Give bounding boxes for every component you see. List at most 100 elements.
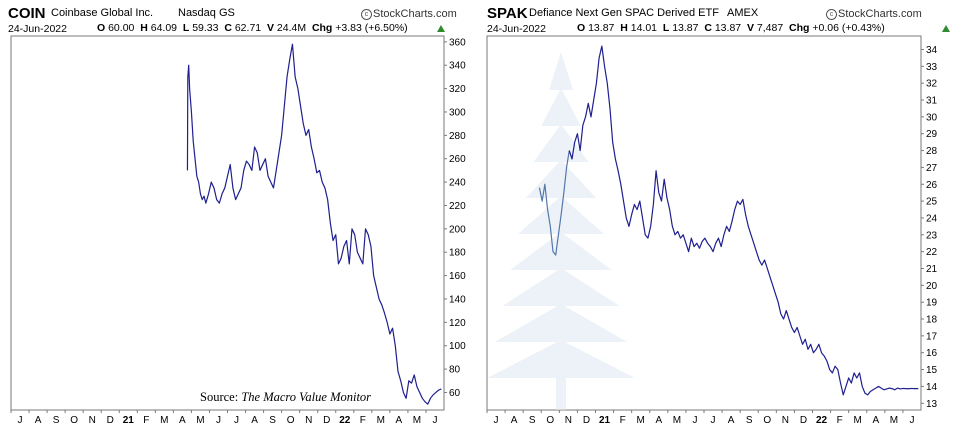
- y-tick-label: 15: [926, 365, 938, 376]
- y-tick-label: 26: [926, 180, 938, 191]
- change-value: +0.06 (+0.43%): [812, 22, 885, 34]
- open-value: 13.87: [588, 22, 615, 34]
- y-tick-label: 34: [926, 45, 938, 56]
- low-value: 59.33: [192, 22, 219, 34]
- tree-watermark: [487, 52, 635, 410]
- y-tick-label: 320: [449, 84, 466, 95]
- chart-security-name: Coinbase Global Inc.: [51, 7, 154, 19]
- y-tick-label: 280: [449, 131, 466, 142]
- x-tick-label: A: [179, 415, 186, 426]
- y-tick-label: 21: [926, 264, 938, 275]
- y-tick-label: 28: [926, 146, 938, 157]
- x-tick-label: M: [673, 415, 681, 426]
- x-tick-label: M: [160, 415, 168, 426]
- x-tick-label: O: [287, 415, 295, 426]
- y-tick-label: 140: [449, 294, 466, 305]
- x-tick-label: D: [107, 415, 114, 426]
- x-tick-label: N: [565, 415, 572, 426]
- x-tick-label: N: [305, 415, 312, 426]
- y-tick-label: 13: [926, 399, 938, 410]
- x-tick-label: M: [196, 415, 204, 426]
- x-tick-label: F: [837, 415, 843, 426]
- y-tick-label: 80: [449, 365, 461, 376]
- x-tick-label: J: [234, 415, 239, 426]
- y-tick-label: 360: [449, 37, 466, 48]
- plot-frame: [10, 35, 445, 411]
- x-tick-label: N: [89, 415, 96, 426]
- y-tick-label: 160: [449, 271, 466, 282]
- up-arrow-icon: [942, 25, 950, 32]
- x-tick-label: J: [216, 415, 221, 426]
- y-tick-label: 60: [449, 388, 461, 399]
- chart-exchange: Nasdaq GS: [178, 7, 235, 19]
- chart-exchange: AMEX: [727, 7, 759, 19]
- x-tick-label: 22: [816, 415, 828, 426]
- high-value: 14.01: [630, 22, 658, 34]
- x-tick-label: A: [251, 415, 258, 426]
- y-tick-label: 30: [926, 112, 938, 123]
- x-tick-label: M: [890, 415, 898, 426]
- x-tick-label: A: [728, 415, 735, 426]
- price-series-line: [568, 45, 919, 396]
- y-tick-label: 20: [926, 281, 938, 292]
- x-tick-label: J: [432, 415, 437, 426]
- x-tick-label: 21: [123, 415, 135, 426]
- x-tick-label: F: [360, 415, 366, 426]
- x-tick-label: S: [529, 415, 536, 426]
- stockcharts-brand: StockCharts.com: [838, 8, 922, 20]
- chart-symbol: COIN: [8, 5, 46, 22]
- source-prefix: Source:: [200, 390, 242, 404]
- spak-chart-panel: SPAK Defiance Next Gen SPAC Derived ETF …: [481, 0, 962, 433]
- x-tick-label: M: [854, 415, 862, 426]
- x-tick-label: 21: [599, 415, 611, 426]
- volume-value: 7,487: [756, 22, 784, 34]
- x-tick-label: A: [511, 415, 518, 426]
- y-tick-label: 340: [449, 61, 466, 72]
- y-tick-label: 260: [449, 154, 466, 165]
- spak-price-chart: 13 14 15 16 17 18 19 20 21 22 23 24 25 26 27 28 29 30 31 32…: [486, 35, 938, 426]
- x-tick-label: J: [494, 415, 499, 426]
- x-tick-label: S: [746, 415, 753, 426]
- x-tick-label: A: [872, 415, 879, 426]
- x-tick-label: A: [35, 415, 42, 426]
- y-tick-label: 31: [926, 96, 938, 107]
- x-tick-label: S: [53, 415, 60, 426]
- copyright-icon: c: [826, 9, 837, 20]
- y-tick-label: 33: [926, 62, 938, 73]
- x-tick-label: J: [909, 415, 914, 426]
- y-tick-label: 24: [926, 213, 938, 224]
- y-tick-label: 32: [926, 79, 938, 90]
- x-tick-label: F: [143, 415, 149, 426]
- x-tick-label: 22: [339, 415, 351, 426]
- x-tick-label: S: [269, 415, 276, 426]
- y-tick-label: 19: [926, 298, 938, 309]
- source-note: Source: The Macro Value Monitor: [200, 390, 371, 405]
- up-arrow-icon: [437, 25, 445, 32]
- y-tick-label: 14: [926, 382, 938, 393]
- y-tick-label: 240: [449, 178, 466, 189]
- x-tick-label: F: [620, 415, 626, 426]
- coin-price-chart: 60 80 100 120 140 160 180 200 220 240 260 280 300 320…: [10, 35, 466, 426]
- x-tick-label: J: [711, 415, 716, 426]
- close-value: 62.71: [234, 22, 262, 34]
- chart-date: 24-Jun-2022: [487, 23, 546, 35]
- x-tick-label: M: [377, 415, 385, 426]
- x-tick-label: M: [637, 415, 645, 426]
- ohlc-readout: O 60.00 H 64.09 L 59.33 C 62.71 V 24.4M …: [97, 22, 408, 34]
- y-tick-label: 27: [926, 163, 938, 174]
- source-publication: The Macro Value Monitor: [241, 390, 372, 404]
- high-value: 64.09: [150, 22, 178, 34]
- x-tick-label: A: [396, 415, 403, 426]
- volume-value: 24.4M: [276, 22, 307, 34]
- y-tick-label: 300: [449, 107, 466, 118]
- y-tick-label: 16: [926, 348, 938, 359]
- ohlc-readout: O 13.87 H 14.01 L 13.87 C 13.87 V 7,487 …: [577, 22, 885, 34]
- y-tick-label: 17: [926, 331, 938, 342]
- y-tick-label: 25: [926, 197, 938, 208]
- y-tick-label: 200: [449, 224, 466, 235]
- x-tick-label: J: [18, 415, 23, 426]
- x-tick-label: D: [323, 415, 330, 426]
- price-series-line: [186, 43, 442, 405]
- y-tick-label: 18: [926, 315, 938, 326]
- change-value: +3.83 (+6.50%): [335, 22, 408, 34]
